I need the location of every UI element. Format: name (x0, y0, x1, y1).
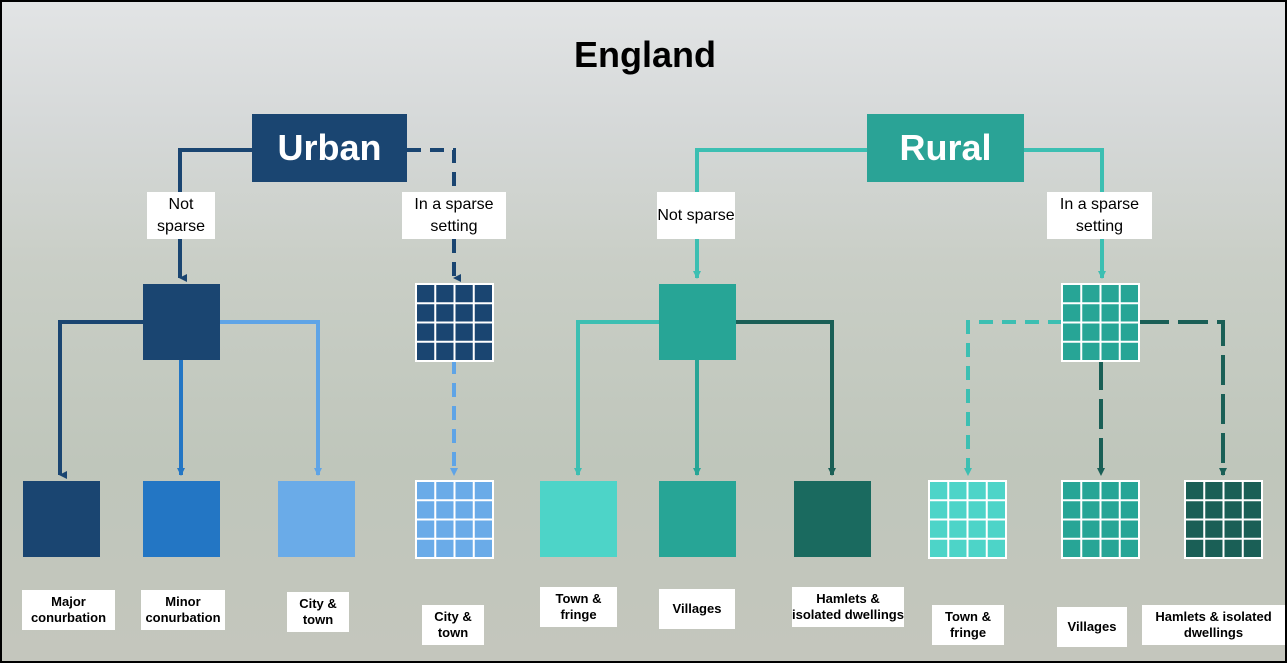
leaf-square (659, 481, 736, 557)
connector (407, 150, 454, 192)
leaf-label: City & town (287, 592, 349, 632)
connector (1139, 322, 1223, 475)
connector (736, 322, 832, 475)
leaf-label: Town & fringe (932, 605, 1004, 645)
leaf-square (143, 481, 220, 557)
leaf-square (540, 481, 617, 557)
connector (697, 150, 867, 192)
diagram: England Urban Rural Not sparse In a spar… (0, 0, 1287, 663)
group-label: Rural (867, 114, 1024, 182)
leaf-label: Hamlets & isolated dwellings (792, 587, 904, 627)
branch-label: In a sparse setting (1047, 192, 1152, 239)
leaf-square (278, 481, 355, 557)
leaf-label: Hamlets & isolated dwellings (1142, 605, 1285, 645)
branch-label: Not sparse (147, 192, 215, 239)
connector (180, 150, 252, 192)
leaf-label: Town & fringe (540, 587, 617, 627)
branch-label: In a sparse setting (402, 192, 506, 239)
leaf-square (23, 481, 100, 557)
branch-label: Not sparse (657, 192, 735, 239)
connector (968, 322, 1062, 475)
node-square (659, 284, 736, 360)
leaf-label: Major conurbation (22, 590, 115, 630)
leaf-label: Villages (1057, 607, 1127, 647)
connector (1024, 150, 1102, 192)
node-square (143, 284, 220, 360)
leaf-label: Villages (659, 589, 735, 629)
connector (220, 322, 318, 475)
connector (578, 322, 659, 475)
connectors (2, 2, 1287, 663)
leaf-label: City & town (422, 605, 484, 645)
leaf-square (794, 481, 871, 557)
connector (60, 322, 143, 475)
title: England (445, 30, 845, 80)
group-label: Urban (252, 114, 407, 182)
leaf-label: Minor conurbation (141, 590, 225, 630)
